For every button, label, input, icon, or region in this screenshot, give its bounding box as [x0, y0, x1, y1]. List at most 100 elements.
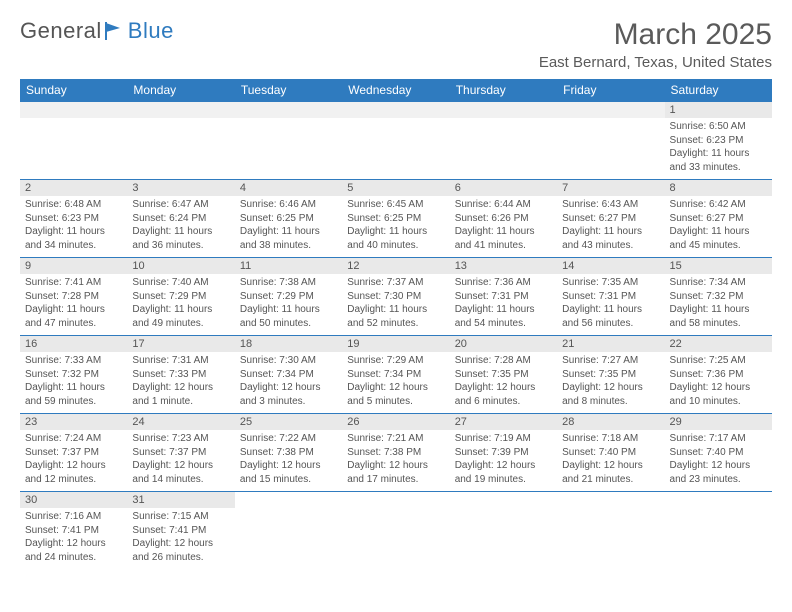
sunrise-text: Sunrise: 7:37 AM: [347, 276, 444, 290]
calendar-day: 11Sunrise: 7:38 AMSunset: 7:29 PMDayligh…: [235, 258, 342, 336]
day-number: 14: [557, 258, 664, 274]
day-number: 5: [342, 180, 449, 196]
sunrise-text: Sunrise: 7:23 AM: [132, 432, 229, 446]
day-number: 27: [450, 414, 557, 430]
calendar-day-empty: [342, 102, 449, 180]
daylight-text: Daylight: 11 hours and 41 minutes.: [455, 225, 552, 252]
daylight-text: Daylight: 11 hours and 58 minutes.: [670, 303, 767, 330]
daylight-text: Daylight: 12 hours and 19 minutes.: [455, 459, 552, 486]
calendar-day-empty: [235, 492, 342, 570]
sunrise-text: Sunrise: 7:30 AM: [240, 354, 337, 368]
sunset-text: Sunset: 7:39 PM: [455, 446, 552, 460]
calendar-day: 24Sunrise: 7:23 AMSunset: 7:37 PMDayligh…: [127, 414, 234, 492]
daylight-text: Daylight: 12 hours and 14 minutes.: [132, 459, 229, 486]
calendar-week: 30 Sunrise: 7:16 AM Sunset: 7:41 PM Dayligh…: [20, 492, 772, 570]
sunset-text: Sunset: 7:35 PM: [455, 368, 552, 382]
sunset-text: Sunset: 6:23 PM: [670, 134, 767, 148]
daylight-text: Daylight: 12 hours and 24 minutes.: [25, 537, 122, 564]
calendar-day: 23Sunrise: 7:24 AMSunset: 7:37 PMDayligh…: [20, 414, 127, 492]
day-details: Sunrise: 7:28 AMSunset: 7:35 PMDaylight:…: [450, 352, 557, 412]
calendar-week: 2Sunrise: 6:48 AMSunset: 6:23 PMDaylight…: [20, 180, 772, 258]
sunrise-text: Sunrise: 7:40 AM: [132, 276, 229, 290]
month-title: March 2025: [539, 18, 772, 52]
empty-day-bar: [235, 102, 342, 118]
sunset-text: Sunset: 7:35 PM: [562, 368, 659, 382]
sunrise-text: Sunrise: 7:31 AM: [132, 354, 229, 368]
day-number: 10: [127, 258, 234, 274]
calendar-day-empty: [557, 492, 664, 570]
day-header: Tuesday: [235, 79, 342, 102]
day-number: 18: [235, 336, 342, 352]
daylight-text: Daylight: 11 hours and 56 minutes.: [562, 303, 659, 330]
day-number: 24: [127, 414, 234, 430]
day-number: 22: [665, 336, 772, 352]
calendar-day: 27Sunrise: 7:19 AMSunset: 7:39 PMDayligh…: [450, 414, 557, 492]
day-header: Wednesday: [342, 79, 449, 102]
sunset-text: Sunset: 6:27 PM: [670, 212, 767, 226]
day-number: 16: [20, 336, 127, 352]
calendar-day: 30Sunrise: 7:16 AMSunset: 7:41 PMDayligh…: [20, 492, 127, 570]
day-header: Friday: [557, 79, 664, 102]
day-details: Sunrise: 7:30 AMSunset: 7:34 PMDaylight:…: [235, 352, 342, 412]
sunrise-text: Sunrise: 7:16 AM: [25, 510, 122, 524]
day-number: 29: [665, 414, 772, 430]
sunrise-text: Sunrise: 7:38 AM: [240, 276, 337, 290]
sunrise-text: Sunrise: 6:50 AM: [670, 120, 767, 134]
sunrise-text: Sunrise: 7:33 AM: [25, 354, 122, 368]
sunset-text: Sunset: 7:41 PM: [132, 524, 229, 538]
day-details: Sunrise: 7:25 AMSunset: 7:36 PMDaylight:…: [665, 352, 772, 412]
daylight-text: Daylight: 12 hours and 8 minutes.: [562, 381, 659, 408]
sunrise-text: Sunrise: 7:35 AM: [562, 276, 659, 290]
calendar-day: 20Sunrise: 7:28 AMSunset: 7:35 PMDayligh…: [450, 336, 557, 414]
calendar-day: 12Sunrise: 7:37 AMSunset: 7:30 PMDayligh…: [342, 258, 449, 336]
day-header-row: SundayMondayTuesdayWednesdayThursdayFrid…: [20, 79, 772, 102]
day-details: Sunrise: 7:41 AMSunset: 7:28 PMDaylight:…: [20, 274, 127, 334]
calendar-day: 7Sunrise: 6:43 AMSunset: 6:27 PMDaylight…: [557, 180, 664, 258]
daylight-text: Daylight: 12 hours and 21 minutes.: [562, 459, 659, 486]
day-details: Sunrise: 7:34 AMSunset: 7:32 PMDaylight:…: [665, 274, 772, 334]
day-details: Sunrise: 6:44 AMSunset: 6:26 PMDaylight:…: [450, 196, 557, 256]
calendar-day-empty: [450, 492, 557, 570]
sunrise-text: Sunrise: 7:15 AM: [132, 510, 229, 524]
day-number: 17: [127, 336, 234, 352]
day-details: Sunrise: 6:46 AMSunset: 6:25 PMDaylight:…: [235, 196, 342, 256]
day-details: Sunrise: 7:40 AMSunset: 7:29 PMDaylight:…: [127, 274, 234, 334]
calendar-week: 23Sunrise: 7:24 AMSunset: 7:37 PMDayligh…: [20, 414, 772, 492]
day-details: Sunrise: 6:45 AMSunset: 6:25 PMDaylight:…: [342, 196, 449, 256]
day-details: Sunrise: 7:22 AMSunset: 7:38 PMDaylight:…: [235, 430, 342, 490]
daylight-text: Daylight: 12 hours and 5 minutes.: [347, 381, 444, 408]
daylight-text: Daylight: 11 hours and 54 minutes.: [455, 303, 552, 330]
day-details: Sunrise: 6:50 AMSunset: 6:23 PMDaylight:…: [665, 118, 772, 178]
day-number: 3: [127, 180, 234, 196]
sunset-text: Sunset: 6:27 PM: [562, 212, 659, 226]
day-details: Sunrise: 7:33 AMSunset: 7:32 PMDaylight:…: [20, 352, 127, 412]
day-header: Sunday: [20, 79, 127, 102]
day-header: Thursday: [450, 79, 557, 102]
empty-day-bar: [557, 102, 664, 118]
sunrise-text: Sunrise: 7:24 AM: [25, 432, 122, 446]
calendar-day: 26Sunrise: 7:21 AMSunset: 7:38 PMDayligh…: [342, 414, 449, 492]
day-number: 30: [20, 492, 127, 508]
calendar-table: SundayMondayTuesdayWednesdayThursdayFrid…: [20, 79, 772, 570]
day-details: Sunrise: 7:35 AMSunset: 7:31 PMDaylight:…: [557, 274, 664, 334]
empty-day-bar: [342, 102, 449, 118]
sunset-text: Sunset: 7:38 PM: [240, 446, 337, 460]
calendar-week: 16Sunrise: 7:33 AMSunset: 7:32 PMDayligh…: [20, 336, 772, 414]
day-details: Sunrise: 7:38 AMSunset: 7:29 PMDaylight:…: [235, 274, 342, 334]
calendar-day: 14Sunrise: 7:35 AMSunset: 7:31 PMDayligh…: [557, 258, 664, 336]
day-details: Sunrise: 7:36 AMSunset: 7:31 PMDaylight:…: [450, 274, 557, 334]
daylight-text: Daylight: 11 hours and 33 minutes.: [670, 147, 767, 174]
sunset-text: Sunset: 6:23 PM: [25, 212, 122, 226]
day-number: 6: [450, 180, 557, 196]
day-details: Sunrise: 7:24 AMSunset: 7:37 PMDaylight:…: [20, 430, 127, 490]
calendar-day: 19Sunrise: 7:29 AMSunset: 7:34 PMDayligh…: [342, 336, 449, 414]
calendar-day: 28Sunrise: 7:18 AMSunset: 7:40 PMDayligh…: [557, 414, 664, 492]
day-number: 23: [20, 414, 127, 430]
day-details: Sunrise: 7:29 AMSunset: 7:34 PMDaylight:…: [342, 352, 449, 412]
sunset-text: Sunset: 6:24 PM: [132, 212, 229, 226]
calendar-day-empty: [20, 102, 127, 180]
sunset-text: Sunset: 7:33 PM: [132, 368, 229, 382]
day-number: 8: [665, 180, 772, 196]
calendar-day-empty: [342, 492, 449, 570]
daylight-text: Daylight: 11 hours and 59 minutes.: [25, 381, 122, 408]
